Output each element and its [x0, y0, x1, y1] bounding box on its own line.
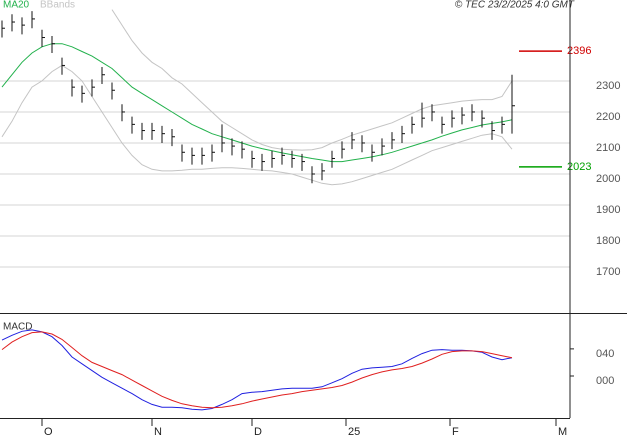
ma-line [1, 43, 513, 163]
x-tick-label: M [558, 426, 567, 438]
y-tick-label: 2200 [596, 111, 620, 123]
macd-line [1, 331, 513, 409]
level-label: 2023 [567, 161, 591, 173]
x-tick-label: D [254, 426, 262, 438]
y-tick-label: 2300 [596, 80, 620, 92]
band-line [111, 9, 513, 151]
band-line [1, 64, 513, 186]
y-tick-label: 2100 [596, 142, 620, 154]
y-tick-label: 2000 [596, 173, 620, 185]
y-tick-label: 1900 [596, 204, 620, 216]
y-tick-label: 1700 [596, 266, 620, 278]
macd-title: MACD [3, 322, 32, 333]
macd-line [1, 329, 513, 411]
x-tick-label: O [44, 426, 53, 438]
level-label: 2396 [567, 45, 591, 57]
x-tick-label: N [154, 426, 162, 438]
legend-entry: MA20 [3, 0, 30, 11]
y-tick-label: 040 [596, 348, 614, 360]
x-tick-label: 25 [348, 426, 360, 438]
source: © TEC 23/2/2025 4:0 GMT [455, 0, 575, 11]
y-tick-label: 000 [596, 375, 614, 387]
y-tick-label: 1800 [596, 235, 620, 247]
legend-entry: BBands [40, 0, 75, 11]
x-tick-label: F [452, 426, 459, 438]
